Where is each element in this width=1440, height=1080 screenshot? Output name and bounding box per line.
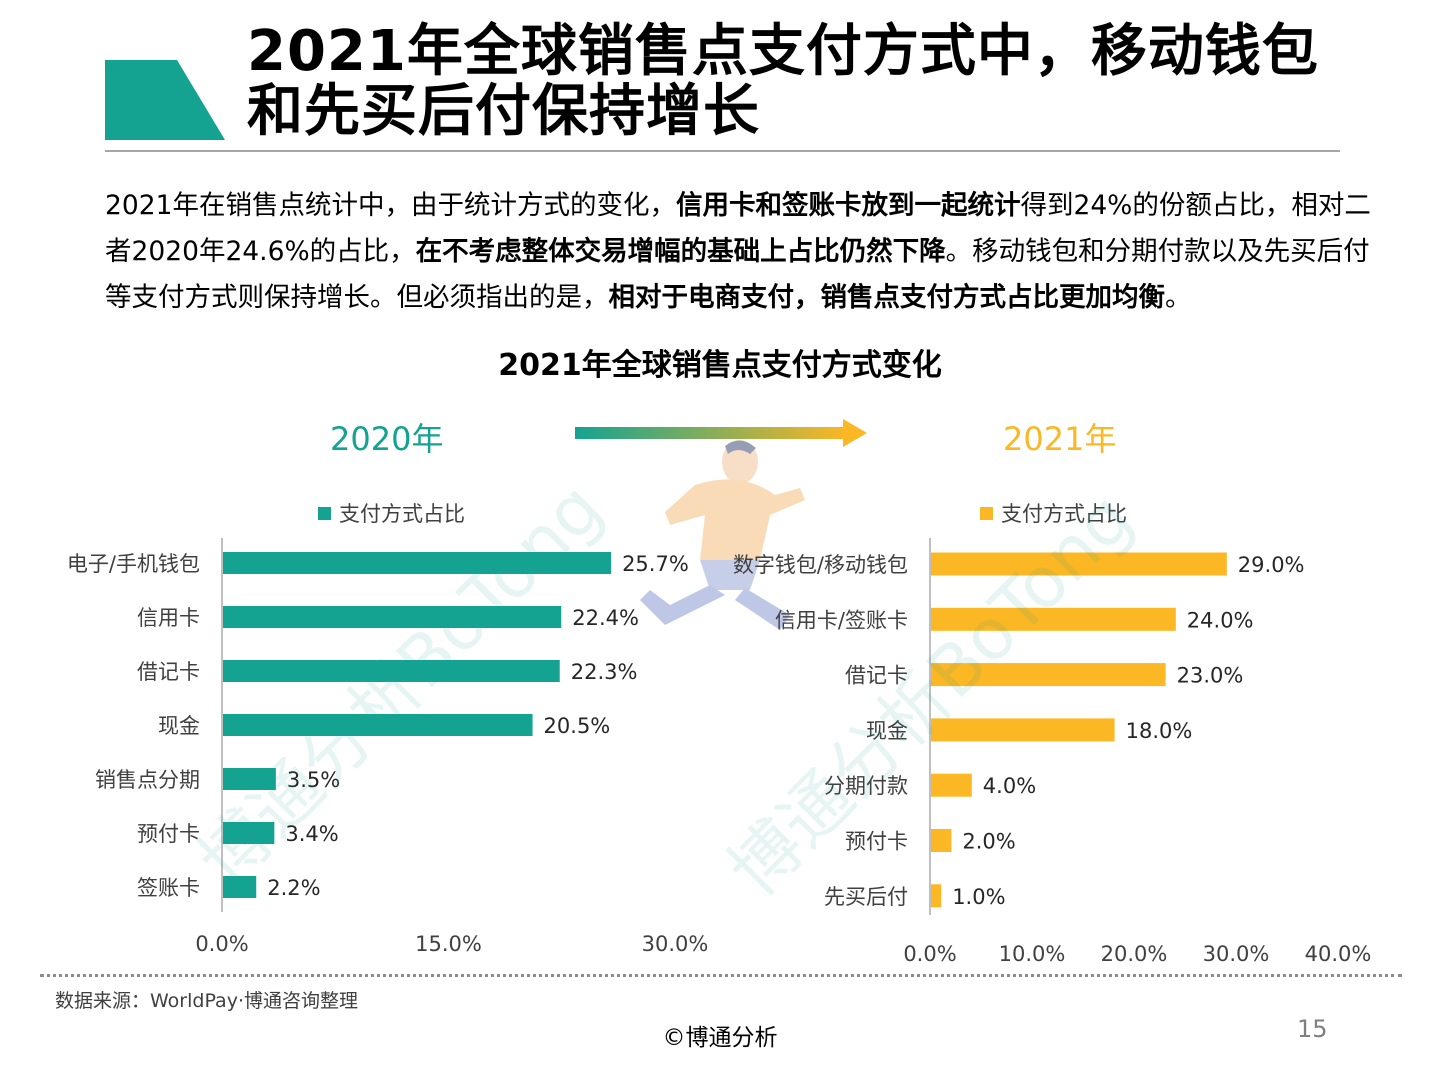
bar-chart-2021: 29.0% 数字钱包/移动钱包 24.0% 信用卡/签账卡 23.0% 借记卡 18.0% 现… (733, 538, 1372, 966)
category-label: 预付卡 (845, 830, 908, 854)
intro-paragraph: 2021年在销售点统计中，由于统计方式的变化，信用卡和签账卡放到一起统计得到24… (105, 183, 1395, 321)
chart-title: 2021年全球销售点支付方式变化 (498, 348, 942, 383)
category-label: 借记卡 (845, 664, 908, 688)
title-divider (105, 150, 1340, 152)
intro-text-2: 得到24%的份额占比，相对二者2020年24.6%的占比， (105, 190, 1371, 267)
bar-chart-2020: 25.7% 电子/手机钱包 22.4% 信用卡 22.3% 借记卡 20.5% 现金 3.5% 销… (67, 538, 709, 956)
bar (223, 876, 257, 898)
category-label: 信用卡/签账卡 (775, 608, 908, 632)
category-label: 签账卡 (137, 876, 200, 900)
year-label-2021: 2021年 (1003, 420, 1117, 458)
x-tick-label: 20.0% (1101, 942, 1168, 966)
data-label: 1.0% (952, 885, 1005, 909)
data-label: 2.0% (962, 830, 1015, 854)
data-label: 23.0% (1177, 664, 1244, 688)
bar (931, 773, 972, 797)
category-label: 分期付款 (824, 774, 908, 798)
intro-highlight-3: 相对于电商支付，销售点支付方式占比更加均衡 (608, 282, 1166, 313)
category-label: 销售点分期 (95, 768, 200, 792)
year-label-2020: 2020年 (330, 420, 444, 458)
bar (931, 829, 952, 852)
category-label: 借记卡 (137, 660, 200, 684)
copyright: ©博通分析 (662, 1025, 778, 1051)
legend-swatch-2020 (318, 506, 331, 520)
data-label: 24.0% (1187, 608, 1254, 632)
x-tick-label: 0.0% (903, 942, 956, 966)
runner-illustration-icon (640, 440, 805, 630)
bar (931, 552, 1227, 576)
data-label: 2.2% (267, 876, 320, 900)
bar (223, 714, 533, 736)
category-label: 预付卡 (137, 822, 200, 846)
category-label: 电子/手机钱包 (67, 552, 200, 576)
intro-text-3: 。移动钱包和分期付款以及先买后付等支付方式则保持增长。但必须指出的是， (105, 236, 1370, 313)
bar (931, 607, 1176, 631)
bar (931, 884, 942, 908)
x-tick-label: 30.0% (1203, 942, 1270, 966)
bar (223, 768, 276, 790)
legend-label-2021: 支付方式占比 (1001, 502, 1127, 526)
data-label: 3.5% (287, 768, 340, 792)
data-label: 22.3% (571, 660, 638, 684)
bar (223, 552, 612, 574)
data-label: 22.4% (572, 606, 639, 630)
category-label: 现金 (866, 719, 908, 743)
data-source: 数据来源：WorldPay·博通咨询整理 (55, 990, 358, 1012)
page-title: 2021年全球销售点支付方式中，移动钱包和先买后付保持增长 (247, 19, 1319, 144)
data-label: 25.7% (622, 552, 689, 576)
footer-divider (40, 974, 1402, 977)
title-accent-block (105, 60, 225, 140)
x-tick-label: 15.0% (415, 932, 482, 956)
bar (931, 718, 1115, 742)
category-label: 信用卡 (137, 606, 200, 630)
data-label: 3.4% (285, 822, 338, 846)
category-label: 数字钱包/移动钱包 (733, 553, 908, 577)
data-label: 18.0% (1126, 719, 1193, 743)
intro-highlight-1: 信用卡和签账卡放到一起统计 (675, 190, 1021, 221)
category-label: 先买后付 (824, 885, 908, 909)
category-label: 现金 (158, 714, 200, 738)
data-label: 29.0% (1238, 553, 1305, 577)
legend-label-2020: 支付方式占比 (339, 502, 465, 526)
legend-2020: 支付方式占比 (318, 498, 465, 528)
transition-arrow-icon (575, 419, 867, 447)
intro-text-1: 2021年在销售点统计中，由于统计方式的变化， (105, 190, 676, 221)
x-tick-label: 0.0% (195, 932, 248, 956)
legend-2021: 支付方式占比 (980, 498, 1127, 528)
bar (931, 663, 1166, 687)
bar (223, 660, 560, 682)
bar (223, 822, 275, 844)
data-label: 20.5% (544, 714, 611, 738)
intro-text-4: 。 (1165, 282, 1192, 313)
legend-swatch-2021 (980, 506, 993, 520)
bar (223, 606, 562, 628)
page-number: 15 (1297, 1015, 1328, 1043)
x-tick-label: 10.0% (999, 942, 1066, 966)
data-label: 4.0% (983, 774, 1036, 798)
intro-highlight-2: 在不考虑整体交易增幅的基础上占比仍然下降 (415, 236, 946, 267)
x-tick-label: 40.0% (1305, 942, 1372, 966)
x-tick-label: 30.0% (642, 932, 709, 956)
